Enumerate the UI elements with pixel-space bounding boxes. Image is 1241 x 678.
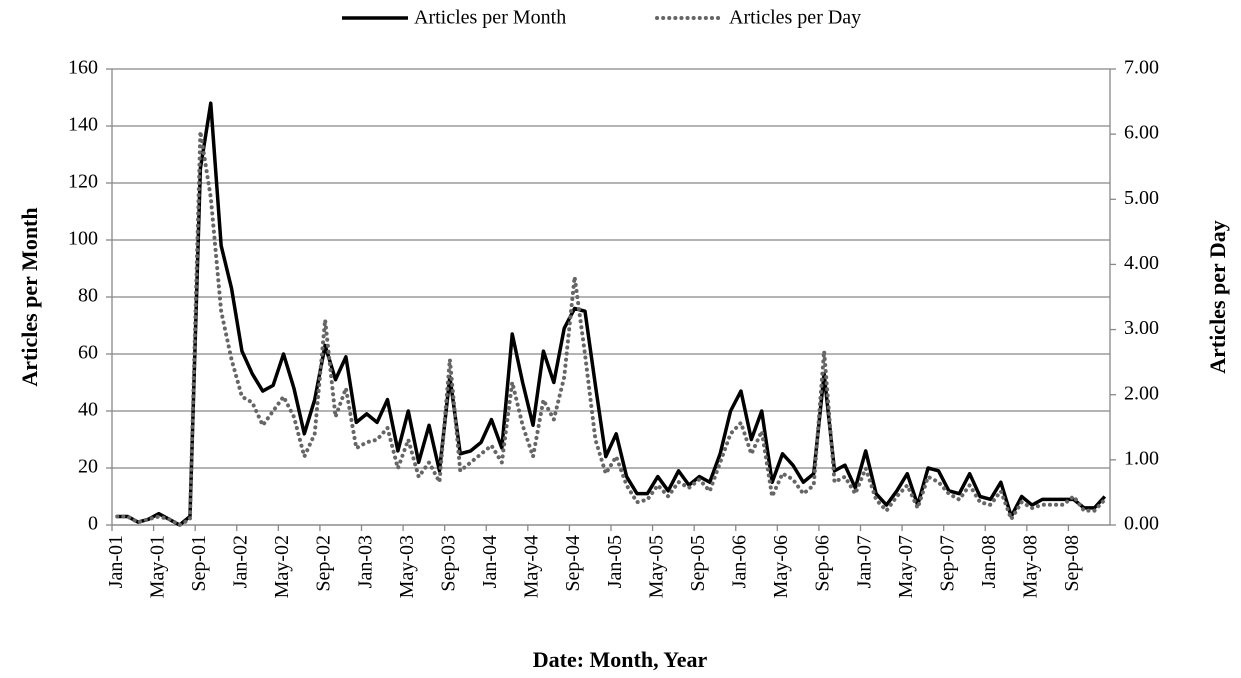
- y-tick-label: 0: [88, 513, 98, 535]
- y2-tick-label: 3.00: [1124, 317, 1159, 339]
- x-tick-label: May-06: [770, 535, 792, 598]
- y2-tick-label: 1.00: [1124, 447, 1159, 469]
- x-tick-label: May-01: [146, 535, 168, 598]
- x-tick-label: Jan-05: [604, 535, 626, 588]
- y-tick-label: 140: [68, 114, 98, 136]
- x-tick-label: Jan-02: [230, 535, 252, 588]
- x-tick-label: May-03: [396, 535, 418, 598]
- y2-tick-label: 0.00: [1124, 513, 1159, 535]
- y2-tick-label: 4.00: [1124, 252, 1159, 274]
- x-axis-title: Date: Month, Year: [533, 647, 708, 672]
- x-tick-label: May-04: [521, 535, 543, 598]
- data-line: [115, 129, 1107, 527]
- data-line: [117, 101, 1107, 527]
- x-tick-label: Sep-02: [313, 535, 335, 592]
- y2-tick-label: 7.00: [1124, 57, 1159, 79]
- x-tick-label: Sep-03: [437, 535, 459, 592]
- x-tick-label: Jan-04: [479, 535, 501, 588]
- x-tick-label: Jan-06: [729, 535, 751, 588]
- y-axis-title: Articles per Month: [17, 207, 42, 386]
- x-tick-label: Sep-01: [188, 535, 210, 592]
- x-tick-label: Jan-07: [853, 535, 875, 588]
- y2-tick-label: 6.00: [1124, 122, 1159, 144]
- x-tick-label: Sep-07: [936, 535, 958, 592]
- x-tick-label: Jan-03: [354, 535, 376, 588]
- legend-label: Articles per Day: [729, 7, 861, 29]
- y-tick-label: 120: [68, 171, 98, 193]
- y-tick-label: 40: [78, 399, 98, 421]
- y2-tick-label: 2.00: [1124, 382, 1159, 404]
- y2-tick-label: 5.00: [1124, 187, 1159, 209]
- x-tick-label: Jan-08: [978, 535, 1000, 588]
- x-tick-label: Sep-06: [812, 535, 834, 592]
- y-tick-label: 160: [68, 57, 98, 79]
- y-tick-label: 20: [78, 456, 98, 478]
- y2-axis-title: Articles per Day: [1205, 220, 1230, 374]
- x-tick-label: Sep-05: [687, 535, 709, 592]
- x-tick-label: May-07: [895, 535, 917, 598]
- y-tick-label: 80: [78, 285, 98, 307]
- y-tick-label: 60: [78, 342, 98, 364]
- x-tick-label: May-08: [1020, 535, 1042, 598]
- x-tick-label: Sep-08: [1061, 535, 1083, 592]
- x-tick-label: May-05: [645, 535, 667, 598]
- x-tick-label: Jan-01: [105, 535, 127, 588]
- y-tick-label: 100: [68, 228, 98, 250]
- legend-label: Articles per Month: [414, 7, 566, 29]
- x-tick-label: Sep-04: [562, 535, 584, 592]
- x-tick-label: May-02: [271, 535, 293, 598]
